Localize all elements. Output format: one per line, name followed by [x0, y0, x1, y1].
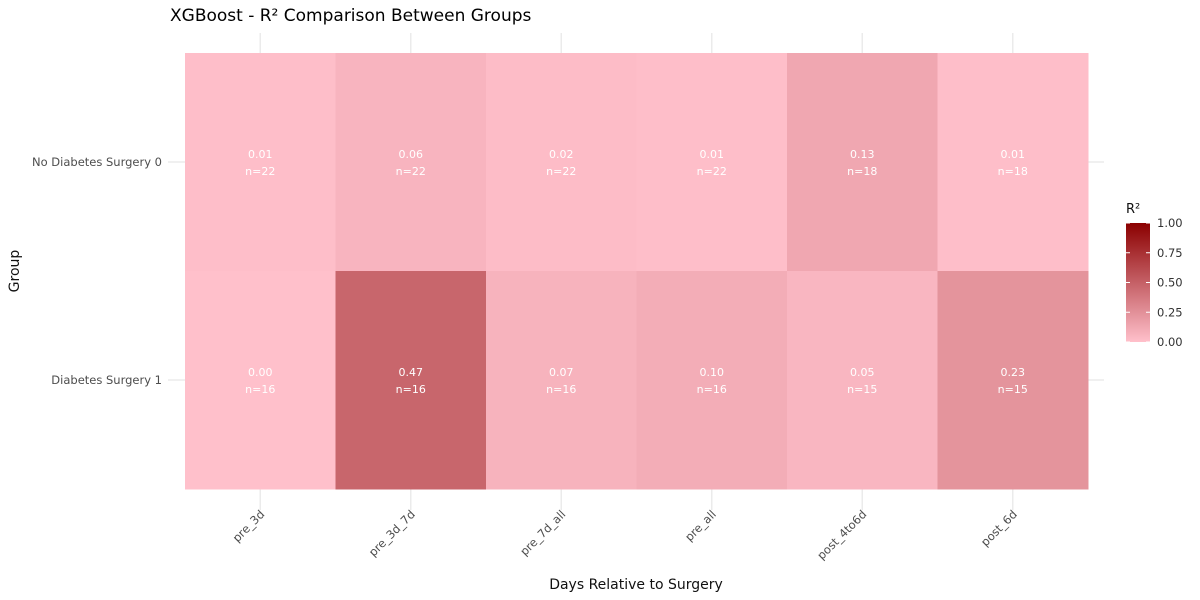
heatmap-cells [185, 53, 1089, 490]
cell-n-label: n=18 [998, 165, 1028, 178]
cell-value-label: 0.00 [248, 366, 273, 379]
cell-n-label: n=22 [697, 165, 727, 178]
x-tick-label: pre_7d_all [517, 507, 568, 558]
y-tick-label: No Diabetes Surgery 0 [32, 155, 162, 169]
legend-tick-label: 0.00 [1157, 335, 1183, 349]
cell-value-label: 0.23 [1001, 366, 1026, 379]
x-tick-label: pre_all [682, 507, 719, 544]
cell-n-label: n=16 [546, 383, 576, 396]
y-axis-title: Group [7, 250, 23, 293]
heatmap-cell [937, 271, 1089, 490]
cell-n-label: n=15 [847, 383, 877, 396]
legend-tick-label: 0.25 [1157, 305, 1183, 319]
cell-value-label: 0.13 [850, 148, 875, 161]
color-legend: R² 1.00 0.75 0.50 0.25 0.00 [1126, 202, 1183, 349]
legend-title: R² [1126, 202, 1140, 217]
heatmap-cell [486, 271, 637, 490]
cell-n-label: n=16 [245, 383, 275, 396]
x-axis-ticks: pre_3d pre_3d_7d pre_7d_all pre_all post_4to… [230, 507, 1020, 562]
heatmap-cell [185, 271, 336, 490]
heatmap-cell [486, 53, 637, 272]
heatmap-cell [937, 53, 1089, 272]
cell-value-label: 0.02 [549, 148, 574, 161]
cell-value-label: 0.01 [248, 148, 273, 161]
cell-n-label: n=18 [847, 165, 877, 178]
heatmap-cell [335, 53, 487, 272]
y-tick-label: Diabetes Surgery 1 [51, 373, 162, 387]
chart-title: XGBoost - R² Comparison Between Groups [170, 6, 532, 26]
cell-value-label: 0.07 [549, 366, 574, 379]
cell-n-label: n=22 [396, 165, 426, 178]
heatmap-cell [636, 53, 788, 272]
cell-value-label: 0.05 [850, 366, 875, 379]
legend-tick-label: 0.75 [1157, 246, 1183, 260]
cell-n-label: n=22 [245, 165, 275, 178]
heatmap-cell [636, 271, 788, 490]
heatmap-cell [335, 271, 487, 490]
legend-tick-label: 1.00 [1157, 216, 1183, 230]
cell-n-label: n=16 [697, 383, 727, 396]
cell-value-label: 0.10 [700, 366, 725, 379]
cell-labels: 0.01 n=22 0.06 n=22 0.02 n=22 0.01 n=22 0.13 n=18… [245, 148, 1028, 396]
x-tick-label: post_4to6d [814, 507, 869, 562]
heatmap-cell [787, 53, 938, 272]
cell-n-label: n=15 [998, 383, 1028, 396]
x-tick-label: post_6d [978, 507, 1020, 549]
cell-value-label: 0.01 [700, 148, 725, 161]
cell-value-label: 0.01 [1001, 148, 1026, 161]
legend-ticks: 1.00 0.75 0.50 0.25 0.00 [1126, 216, 1183, 349]
heatmap-cell [185, 53, 336, 272]
x-tick-label: pre_3d_7d [366, 507, 418, 559]
cell-value-label: 0.06 [399, 148, 424, 161]
x-axis-title: Days Relative to Surgery [549, 577, 723, 593]
legend-tick-label: 0.50 [1157, 276, 1183, 290]
heatmap-cell [787, 271, 938, 490]
cell-n-label: n=22 [546, 165, 576, 178]
y-axis-ticks: No Diabetes Surgery 0 Diabetes Surgery 1 [32, 155, 162, 387]
cell-value-label: 0.47 [399, 366, 424, 379]
cell-n-label: n=16 [396, 383, 426, 396]
x-tick-label: pre_3d [230, 507, 268, 545]
